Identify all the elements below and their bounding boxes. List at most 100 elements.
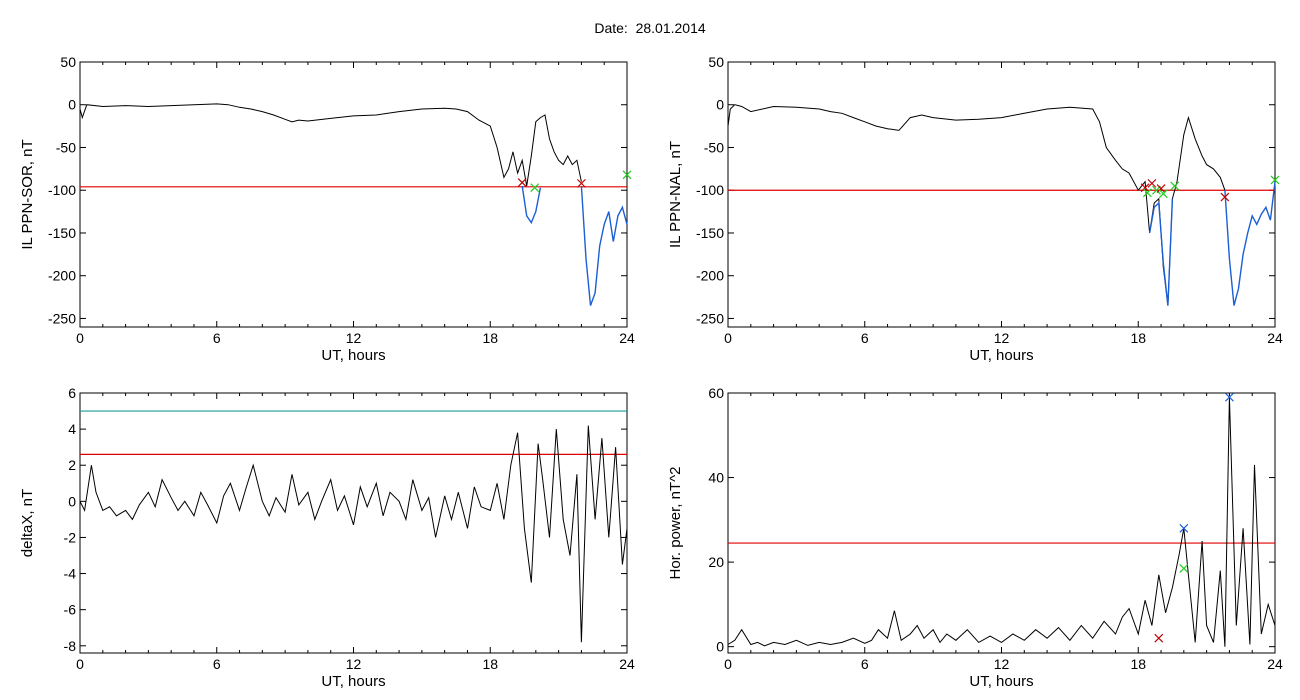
x-marker (1152, 185, 1161, 195)
x-tick-label: 0 (724, 330, 732, 346)
x-marker (1158, 189, 1168, 199)
x-marker-stroke (1140, 183, 1150, 193)
y-axis-label: Hor. power, nT^2 (667, 467, 684, 580)
x-tick-label: 12 (994, 656, 1010, 672)
x-tick-label: 6 (861, 656, 869, 672)
y-tick-label: -8 (64, 638, 77, 654)
x-tick-label: 6 (861, 330, 869, 346)
x-axis-label: UT, hours (321, 347, 385, 364)
x-marker-stroke (1147, 178, 1157, 188)
highlight-series-line (521, 185, 542, 225)
highlight-series-line (1148, 198, 1174, 306)
x-marker-stroke (517, 178, 527, 187)
x-marker (622, 170, 632, 180)
y-tick-label: -4 (64, 566, 77, 582)
y-tick-label: 60 (708, 385, 724, 401)
y-tick-label: -150 (696, 225, 724, 241)
x-tick-label: 6 (213, 330, 221, 346)
x-marker (530, 183, 540, 193)
y-tick-label: 0 (716, 97, 724, 113)
x-tick-label: 0 (724, 656, 732, 672)
plot-frame (727, 392, 1276, 654)
series-line (727, 104, 1139, 191)
y-tick-label: -100 (48, 182, 76, 198)
x-marker (1147, 178, 1157, 188)
plot-frame (727, 61, 1276, 328)
y-tick-label: -250 (696, 310, 724, 326)
chart-title: Date: 28.01.2014 (594, 20, 706, 36)
y-axis-label: IL PPN-NAL, nT (667, 141, 684, 248)
x-marker (1270, 175, 1280, 185)
highlight-series-line (580, 185, 628, 306)
y-tick-label: -50 (704, 139, 724, 155)
x-axis-label: UT, hours (321, 673, 385, 690)
y-tick-label: 0 (68, 97, 76, 113)
x-marker (1140, 183, 1150, 193)
series-line (1137, 115, 1226, 306)
x-tick-label: 18 (1130, 656, 1146, 672)
y-tick-label: 4 (68, 421, 76, 437)
x-marker (517, 178, 527, 187)
chart-panel-4: 0 6 12 18 24 60 40 20 0 UT, hours Hor. power, nT^2 (667, 385, 1283, 690)
y-tick-label: 20 (708, 554, 724, 570)
x-marker-stroke (1158, 189, 1168, 199)
x-marker (1224, 392, 1234, 402)
x-marker (1142, 188, 1152, 198)
x-marker (1170, 181, 1180, 191)
highlight-series-line (1224, 181, 1276, 306)
x-marker-stroke (1152, 185, 1161, 195)
plot-frame (79, 61, 628, 328)
x-marker-stroke (576, 178, 586, 188)
y-tick-label: -150 (48, 225, 76, 241)
series-line (79, 425, 628, 643)
x-tick-label: 12 (994, 330, 1010, 346)
x-marker (1154, 633, 1164, 643)
x-marker-stroke (1170, 181, 1180, 191)
y-tick-label: -6 (64, 602, 77, 618)
series-line (727, 397, 1276, 647)
x-marker-stroke (1224, 392, 1234, 402)
y-tick-label: -250 (48, 310, 76, 326)
x-marker-stroke (622, 170, 632, 180)
x-marker (1179, 564, 1189, 573)
x-tick-label: 0 (76, 330, 84, 346)
y-tick-label: 6 (68, 385, 76, 401)
y-tick-label: -2 (64, 529, 77, 545)
x-marker (1220, 192, 1230, 202)
y-tick-label: -50 (56, 139, 76, 155)
y-tick-label: 50 (708, 54, 724, 70)
x-marker-stroke (1179, 523, 1189, 533)
x-marker-stroke (1154, 633, 1164, 643)
x-axis-label: UT, hours (969, 347, 1033, 364)
y-tick-label: -100 (696, 182, 724, 198)
chart-panel-1: 0 6 12 18 24 50 0 -50 -100 -150 -200 -250 UT, hours I… (19, 54, 635, 364)
chart-panel-2: 0 6 12 18 24 50 0 -50 -100 -150 -200 -250 UT, hours I… (667, 54, 1283, 364)
x-tick-label: 6 (213, 656, 221, 672)
series-line (79, 103, 582, 187)
x-tick-label: 18 (482, 656, 498, 672)
x-tick-label: 24 (1267, 656, 1283, 672)
y-tick-label: 2 (68, 457, 76, 473)
y-axis-label: IL PPN-SOR, nT (19, 139, 36, 249)
x-tick-label: 12 (346, 656, 362, 672)
y-tick-label: 0 (716, 639, 724, 655)
x-marker (576, 178, 586, 188)
x-axis-label: UT, hours (969, 673, 1033, 690)
x-marker-stroke (1156, 184, 1166, 193)
y-tick-label: -200 (48, 268, 76, 284)
x-tick-label: 24 (619, 656, 635, 672)
x-marker-stroke (1220, 192, 1230, 202)
y-tick-label: -200 (696, 268, 724, 284)
x-tick-label: 0 (76, 656, 84, 672)
x-tick-label: 18 (1130, 330, 1146, 346)
x-marker-stroke (1179, 564, 1189, 573)
x-tick-label: 12 (346, 330, 362, 346)
x-tick-label: 18 (482, 330, 498, 346)
y-tick-label: 0 (68, 493, 76, 509)
x-tick-label: 24 (619, 330, 635, 346)
y-tick-label: 50 (60, 54, 76, 70)
chart-panel-3: 0 6 12 18 24 6 4 2 0 -2 -4 -6 -8 UT, hours deltaX, nT (19, 385, 635, 690)
x-marker-stroke (530, 183, 540, 193)
y-tick-label: 40 (708, 470, 724, 486)
